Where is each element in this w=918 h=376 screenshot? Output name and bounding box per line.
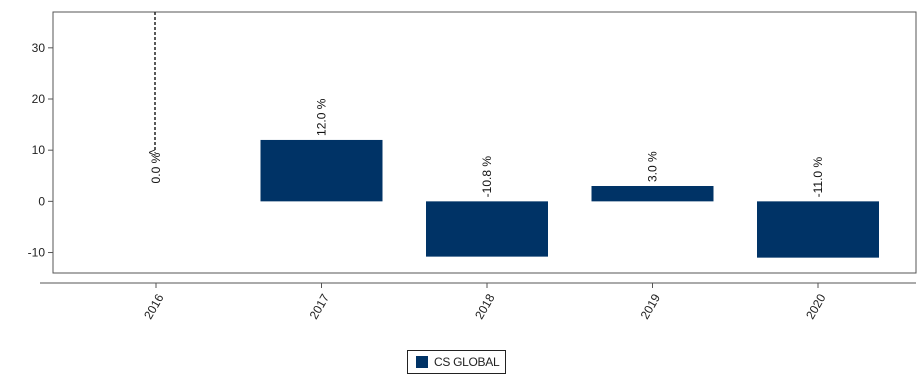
- x-axis: 2016 2017 2018 2019 2020: [40, 282, 916, 322]
- x-tick-label: 2019: [638, 291, 664, 321]
- bar: [426, 201, 548, 257]
- legend: CS GLOBAL: [407, 350, 507, 374]
- data-label: -10.8 %: [480, 156, 494, 198]
- legend-label: CS GLOBAL: [434, 355, 500, 369]
- bar: [260, 139, 383, 202]
- y-tick-label: -10: [28, 246, 46, 260]
- data-labels: <0.0 % 12.0 % -10.8 % 3.0 % -11.0 %: [148, 12, 825, 197]
- x-tick-label: 2017: [307, 291, 333, 321]
- data-label: -11.0 %: [811, 157, 825, 198]
- plot-border: [52, 11, 917, 274]
- x-tick-label: 2016: [141, 291, 167, 321]
- y-tick-label: 0: [38, 194, 45, 208]
- y-axis: -10 0 10 20 30: [28, 41, 53, 260]
- plot-frame: [52, 11, 917, 274]
- bar: [757, 201, 879, 258]
- bar-series: [260, 139, 879, 258]
- x-tick-label: 2018: [472, 291, 498, 321]
- y-tick-label: 20: [32, 92, 46, 106]
- bar: [591, 186, 714, 202]
- data-label: 0.0 %: [149, 152, 163, 183]
- y-tick-label: 30: [32, 41, 46, 55]
- data-label: 3.0 %: [646, 151, 660, 182]
- data-label: 12.0 %: [315, 98, 329, 136]
- y-tick-label: 10: [32, 143, 46, 157]
- leader-arrow: <: [148, 146, 155, 160]
- x-tick-label: 2020: [803, 291, 829, 321]
- legend-swatch: [416, 356, 428, 368]
